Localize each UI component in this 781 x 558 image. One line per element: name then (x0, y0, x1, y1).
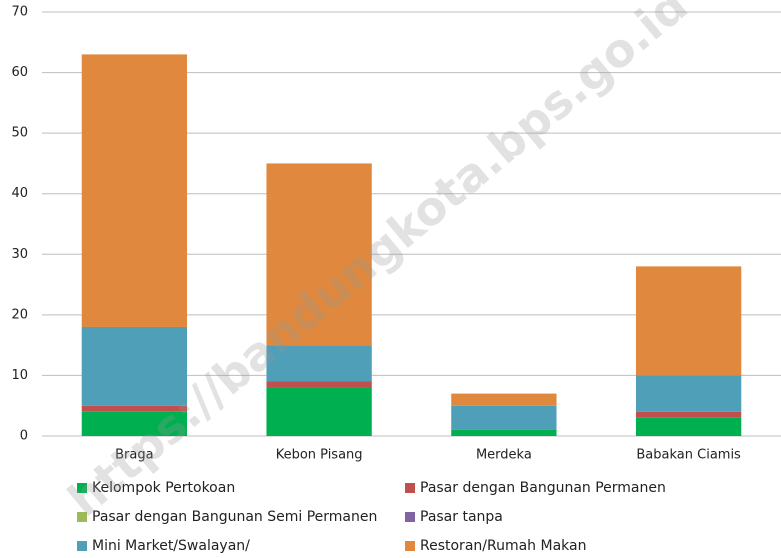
bar-segment (81, 54, 188, 327)
y-tick-label: 30 (11, 247, 28, 262)
bar-segment (81, 411, 188, 436)
bar-segment (635, 266, 742, 376)
y-tick-label: 20 (11, 307, 28, 322)
bar-segment (266, 381, 372, 388)
legend-label: Pasar tanpa (420, 509, 503, 525)
legend-swatch (77, 512, 87, 522)
bar-segment (635, 375, 742, 412)
legend-label: Mini Market/Swalayan/ (92, 538, 250, 554)
bar-segment (635, 417, 742, 436)
y-tick-label: 50 (11, 126, 28, 141)
legend-swatch (405, 483, 415, 493)
legend-label: Kelompok Pertokoan (92, 480, 235, 496)
y-tick-label: 10 (11, 368, 28, 383)
x-tick-label: Braga (115, 448, 153, 463)
x-tick-label: Merdeka (476, 448, 532, 463)
bar-segment (451, 429, 557, 436)
legend-label: Pasar dengan Bangunan Permanen (420, 480, 666, 496)
x-tick-label: Babakan Ciamis (636, 448, 741, 463)
bar-segment (266, 387, 372, 436)
legend-swatch (77, 483, 87, 493)
y-tick-label: 0 (20, 429, 28, 444)
legend-label: Pasar dengan Bangunan Semi Permanen (92, 509, 377, 525)
legend-label: Restoran/Rumah Makan (420, 538, 586, 554)
bar-segment (451, 393, 557, 406)
bar-segment (451, 405, 557, 430)
legend-swatch (405, 512, 415, 522)
bar-segment (81, 405, 188, 412)
bar-segment (266, 345, 372, 382)
bar-segment (266, 163, 372, 346)
bar-segment (81, 326, 188, 406)
legend-swatch (405, 541, 415, 551)
y-tick-label: 40 (11, 186, 28, 201)
x-tick-label: Kebon Pisang (276, 448, 363, 463)
y-tick-label: 60 (11, 65, 28, 80)
legend-swatch (77, 541, 87, 551)
y-tick-label: 70 (11, 5, 28, 20)
bar-segment (635, 411, 742, 418)
